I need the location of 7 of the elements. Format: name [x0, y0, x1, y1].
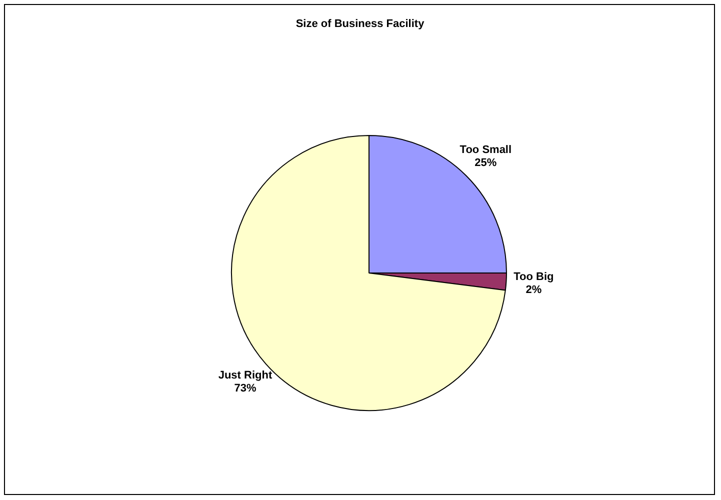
- chart-title: Size of Business Facility: [296, 18, 426, 30]
- slice-label: Just Right: [218, 370, 272, 382]
- slice-label: Too Big: [514, 270, 554, 283]
- data-label: 73%: [234, 382, 256, 395]
- slice-label: Too Small: [460, 144, 512, 156]
- data-label: 2%: [526, 284, 542, 296]
- data-label: 25%: [474, 156, 497, 169]
